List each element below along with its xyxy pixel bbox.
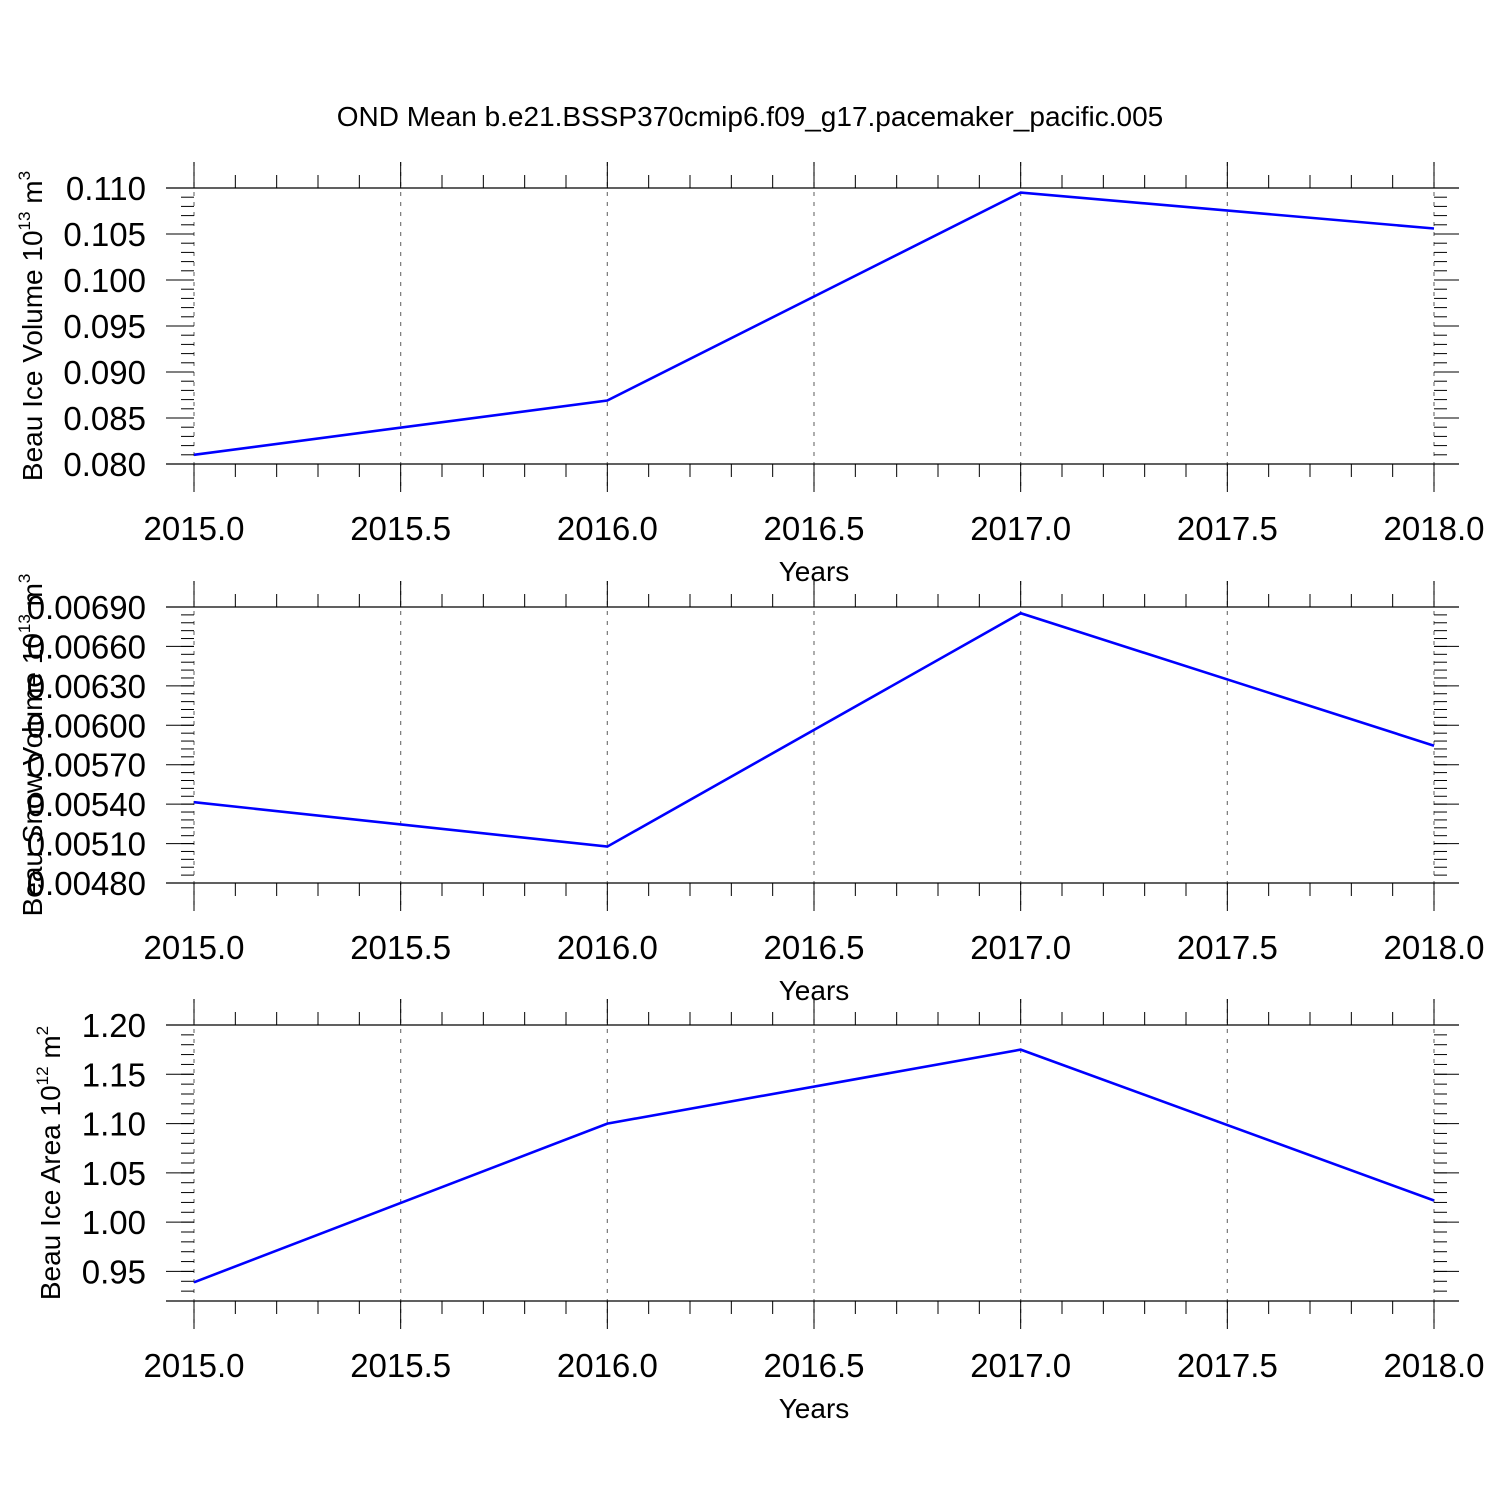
x-tick-label: 2016.0 — [557, 510, 658, 547]
series-line — [193, 191, 1435, 457]
figure-title: OND Mean b.e21.BSSP370cmip6.f09_g17.pace… — [337, 101, 1164, 132]
y-axis-label-part: Beau Ice Volume 10 — [17, 230, 48, 481]
y-axis-label: Beau Snow Volume 1013 m3 — [15, 574, 48, 917]
x-tick-label: 2016.0 — [557, 929, 658, 966]
series-line — [193, 1048, 1435, 1284]
x-tick-label: 2017.0 — [970, 510, 1071, 547]
y-tick-label: 0.080 — [63, 446, 146, 483]
y-tick-label: 0.00570 — [27, 747, 146, 784]
y-tick-label: 0.95 — [82, 1253, 146, 1290]
x-tick-label: 2016.5 — [764, 510, 865, 547]
y-axis-label-part: m — [17, 180, 48, 211]
x-tick-label: 2017.0 — [970, 929, 1071, 966]
y-axis-label-exponent: 13 — [15, 614, 34, 633]
x-tick-label: 2015.5 — [350, 510, 451, 547]
y-tick-label: 0.100 — [63, 262, 146, 299]
chart-panel-2: 2015.0 2015.5 2016.0 2016.5 2017.0 2017.5 2018… — [15, 574, 1484, 1006]
y-axis-label-exponent: 13 — [15, 212, 34, 231]
y-tick-label: 1.20 — [82, 1007, 146, 1044]
y-axis-label-part: m — [35, 1035, 66, 1066]
y-axis-label: Beau Ice Volume 1013 m3 — [15, 171, 48, 481]
x-tick-label: 2018.0 — [1384, 929, 1485, 966]
x-tick-label: 2017.5 — [1177, 510, 1278, 547]
x-tick-label: 2018.0 — [1384, 1347, 1485, 1384]
y-tick-label: 0.095 — [63, 308, 146, 345]
x-axis-label: Years — [779, 1393, 850, 1424]
x-tick-label: 2017.5 — [1177, 1347, 1278, 1384]
y-tick-label: 0.00510 — [27, 826, 146, 863]
y-tick-label: 0.090 — [63, 354, 146, 391]
y-tick-label: 0.085 — [63, 400, 146, 437]
y-axis-label-exponent: 12 — [33, 1066, 52, 1085]
x-tick-label: 2017.5 — [1177, 929, 1278, 966]
y-tick-label: 0.110 — [66, 170, 146, 207]
y-tick-label: 0.00690 — [27, 589, 146, 626]
y-tick-label: 0.00630 — [27, 668, 146, 705]
x-tick-label: 2015.5 — [350, 1347, 451, 1384]
y-axis-label-exponent: 3 — [15, 171, 34, 180]
x-tick-label: 2017.0 — [970, 1347, 1071, 1384]
chart-panel-3: 2015.0 2015.5 2016.0 2016.5 2017.0 2017.5 2018… — [33, 999, 1484, 1424]
y-axis-label-part: Beau Snow Volume 10 — [17, 633, 48, 916]
x-tick-label: 2016.5 — [764, 1347, 865, 1384]
x-tick-label: 2015.0 — [144, 929, 245, 966]
series-line — [193, 611, 1435, 848]
x-tick-label: 2015.0 — [144, 1347, 245, 1384]
x-tick-label: 2016.5 — [764, 929, 865, 966]
y-axis-label: Beau Ice Area 1012 m2 — [33, 1026, 66, 1300]
y-axis-label-exponent: 3 — [15, 574, 34, 583]
y-tick-label: 1.05 — [82, 1155, 146, 1192]
x-tick-label: 2016.0 — [557, 1347, 658, 1384]
y-tick-label: 0.00480 — [27, 865, 146, 902]
y-axis-label-part: Beau Ice Area 10 — [35, 1085, 66, 1300]
y-axis-label-part: m — [17, 583, 48, 614]
y-tick-label: 0.00540 — [27, 786, 146, 823]
y-tick-label: 0.00660 — [27, 628, 146, 665]
y-tick-label: 0.00600 — [27, 707, 146, 744]
y-tick-label: 1.00 — [82, 1204, 146, 1241]
x-tick-label: 2015.5 — [350, 929, 451, 966]
y-tick-label: 1.10 — [82, 1106, 146, 1143]
y-tick-label: 1.15 — [82, 1056, 146, 1093]
chart-panel-1: 2015.0 2015.5 2016.0 2016.5 2017.0 2017.5 2018… — [15, 162, 1484, 587]
y-tick-label: 0.105 — [63, 216, 146, 253]
x-tick-label: 2018.0 — [1384, 510, 1485, 547]
y-axis-label-exponent: 2 — [33, 1026, 52, 1035]
x-tick-label: 2015.0 — [144, 510, 245, 547]
